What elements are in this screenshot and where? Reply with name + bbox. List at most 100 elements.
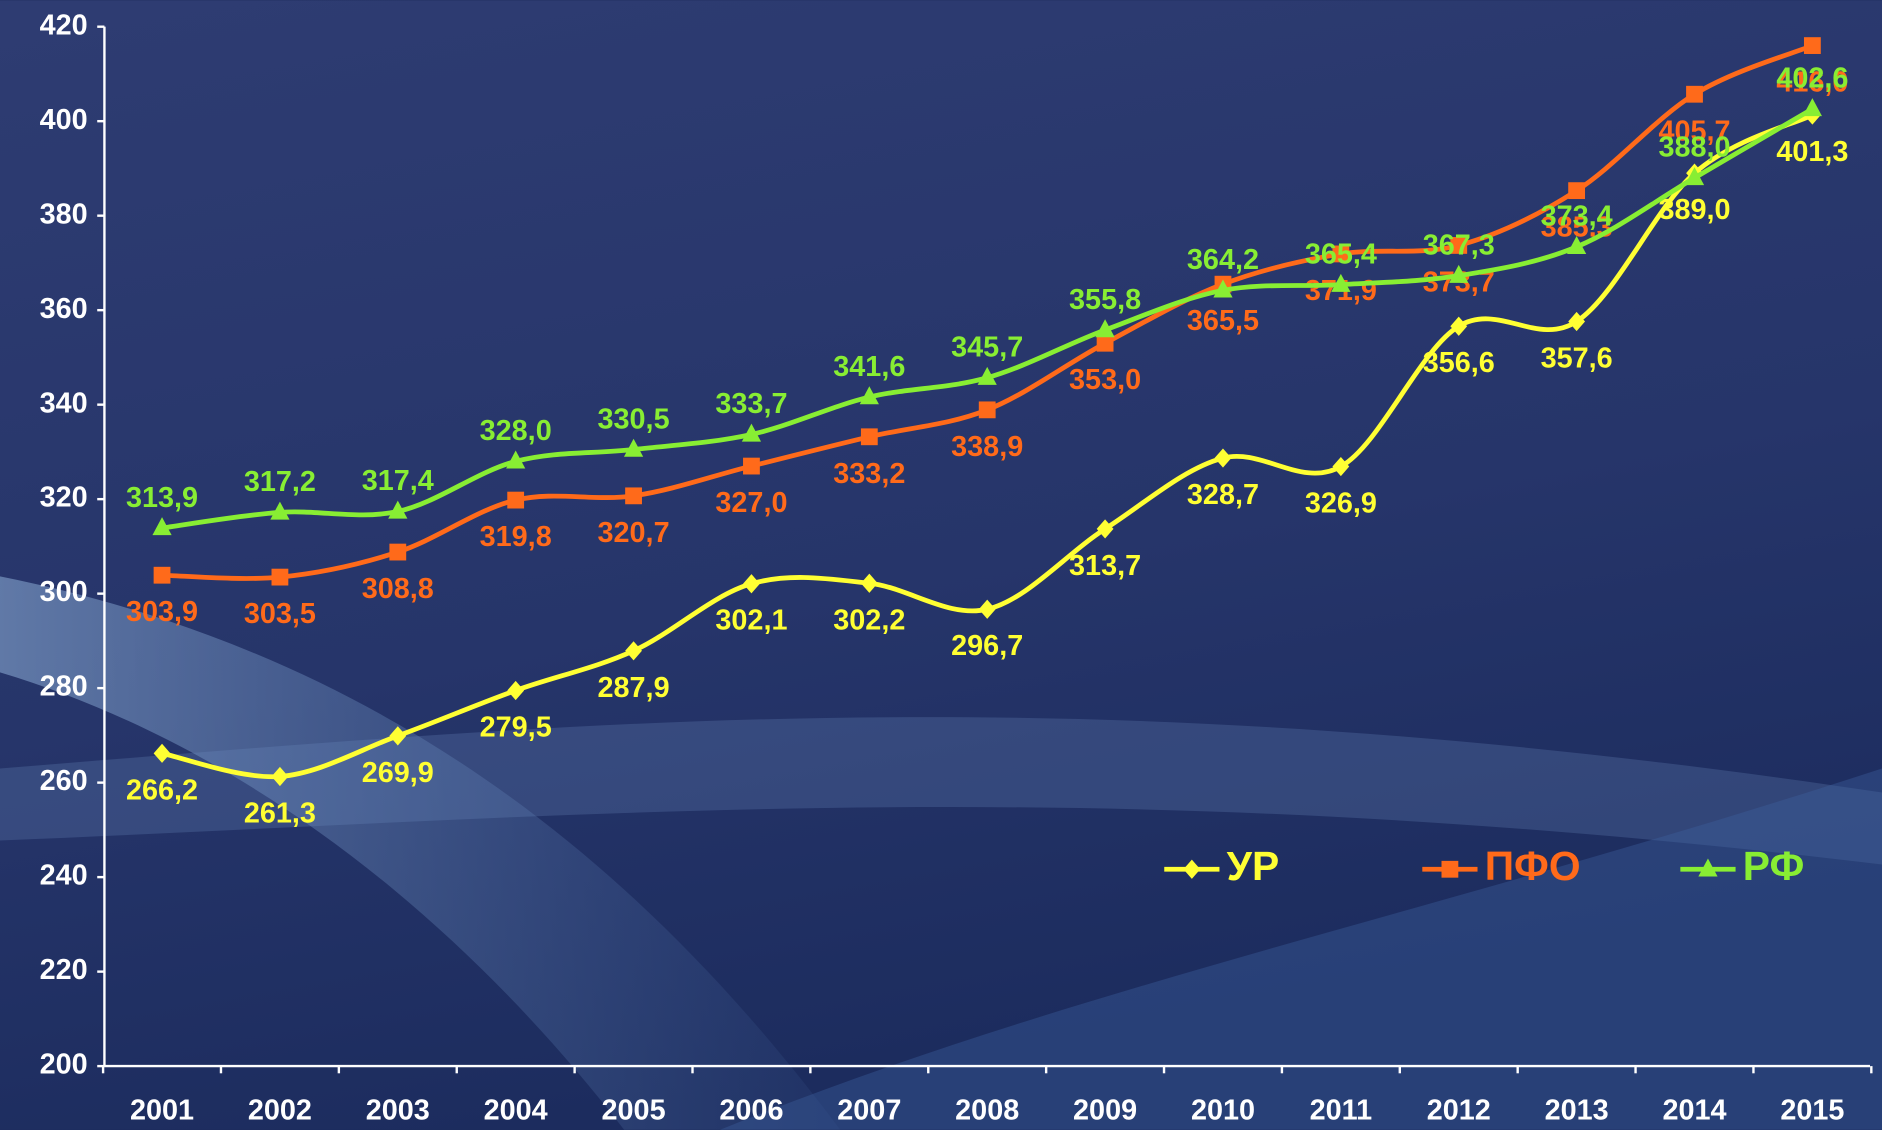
data-label: 279,5 (480, 712, 552, 744)
marker (1214, 448, 1232, 468)
data-label: 303,9 (126, 596, 198, 628)
swoosh (0, 576, 841, 1130)
marker (741, 423, 762, 442)
marker (623, 438, 644, 457)
x-tick-label: 2010 (1191, 1094, 1255, 1126)
swoosh (0, 717, 1882, 865)
marker (1332, 456, 1350, 477)
x-tick-label: 2005 (602, 1094, 666, 1126)
marker (743, 457, 760, 475)
y-tick-label: 320 (40, 482, 88, 514)
data-label: 345,7 (951, 332, 1023, 364)
data-label: 317,2 (244, 466, 316, 498)
data-label: 302,2 (833, 604, 905, 636)
marker (625, 641, 642, 661)
data-label: 266,2 (126, 774, 198, 806)
legend-label: ПФО (1485, 843, 1581, 889)
marker (1568, 182, 1586, 200)
data-label: 365,5 (1187, 305, 1259, 337)
data-label: 401,3 (1776, 136, 1848, 168)
data-label: 388,0 (1658, 132, 1730, 164)
y-tick-label: 380 (40, 198, 88, 230)
data-label: 319,8 (480, 521, 552, 553)
marker (1450, 237, 1468, 254)
data-label: 302,1 (715, 605, 787, 637)
marker (1183, 859, 1201, 879)
x-tick-label: 2004 (484, 1094, 548, 1126)
y-tick-label: 340 (40, 387, 88, 419)
data-label: 333,7 (715, 388, 787, 420)
y-tick-label: 280 (40, 671, 88, 703)
marker (152, 517, 172, 536)
marker (1096, 519, 1114, 539)
data-label: 328,0 (480, 415, 552, 447)
marker (389, 543, 407, 561)
marker (1441, 860, 1459, 878)
x-tick-label: 2014 (1662, 1094, 1726, 1126)
x-tick-label: 2006 (719, 1094, 783, 1126)
y-tick-label: 360 (40, 293, 88, 325)
data-label: 416,0 (1776, 67, 1848, 99)
marker (1449, 264, 1469, 283)
marker (153, 566, 171, 584)
legend-label: РФ (1743, 843, 1805, 889)
y-tick-label: 200 (40, 1049, 88, 1081)
data-label: 287,9 (598, 672, 670, 704)
series-line (161, 112, 1814, 780)
marker (860, 573, 878, 593)
marker (1331, 273, 1351, 292)
marker (860, 428, 878, 446)
marker (153, 743, 171, 763)
y-tick-label: 260 (40, 765, 88, 797)
data-label: 327,0 (715, 487, 787, 519)
data-label: 365,4 (1305, 238, 1377, 270)
data-label: 313,9 (126, 482, 198, 514)
marker (1698, 858, 1718, 877)
marker (506, 450, 526, 469)
series-line (161, 106, 1814, 531)
x-tick-label: 2002 (248, 1094, 312, 1126)
data-label: 333,2 (833, 458, 905, 490)
data-label: 357,6 (1541, 343, 1613, 375)
marker (1567, 236, 1587, 255)
marker (977, 366, 997, 385)
marker (1803, 37, 1821, 54)
data-label: 373,4 (1541, 201, 1613, 233)
data-label: 308,8 (362, 573, 434, 605)
marker (1568, 311, 1586, 332)
data-label: 405,7 (1658, 115, 1730, 147)
marker (271, 766, 289, 787)
x-tick-label: 2007 (837, 1094, 901, 1126)
data-label: 320,7 (598, 517, 670, 549)
data-label: 341,6 (833, 351, 905, 383)
marker (1686, 85, 1703, 103)
marker (978, 401, 996, 419)
marker (270, 501, 290, 520)
data-label: 317,4 (362, 465, 434, 497)
marker (1213, 279, 1233, 298)
data-label: 269,9 (362, 757, 434, 789)
data-label: 303,5 (244, 598, 316, 630)
data-label: 355,8 (1069, 284, 1141, 316)
marker (625, 487, 642, 505)
x-tick-label: 2009 (1073, 1094, 1137, 1126)
marker (388, 500, 408, 519)
data-label: 261,3 (244, 798, 316, 830)
marker (1332, 245, 1350, 263)
y-tick-label: 400 (40, 104, 88, 136)
y-tick-label: 240 (40, 860, 88, 892)
swoosh (720, 768, 1882, 1130)
data-label: 328,7 (1187, 479, 1259, 511)
x-tick-label: 2012 (1427, 1094, 1491, 1126)
marker (1095, 319, 1115, 338)
x-tick-label: 2013 (1545, 1094, 1609, 1126)
data-label: 330,5 (598, 403, 670, 435)
y-tick-label: 420 (40, 9, 88, 41)
marker (1450, 316, 1468, 336)
x-tick-label: 2001 (130, 1094, 194, 1126)
marker (1096, 334, 1114, 352)
y-tick-label: 220 (40, 954, 88, 986)
marker (743, 574, 760, 594)
marker (389, 726, 407, 746)
x-tick-label: 2015 (1780, 1094, 1844, 1126)
